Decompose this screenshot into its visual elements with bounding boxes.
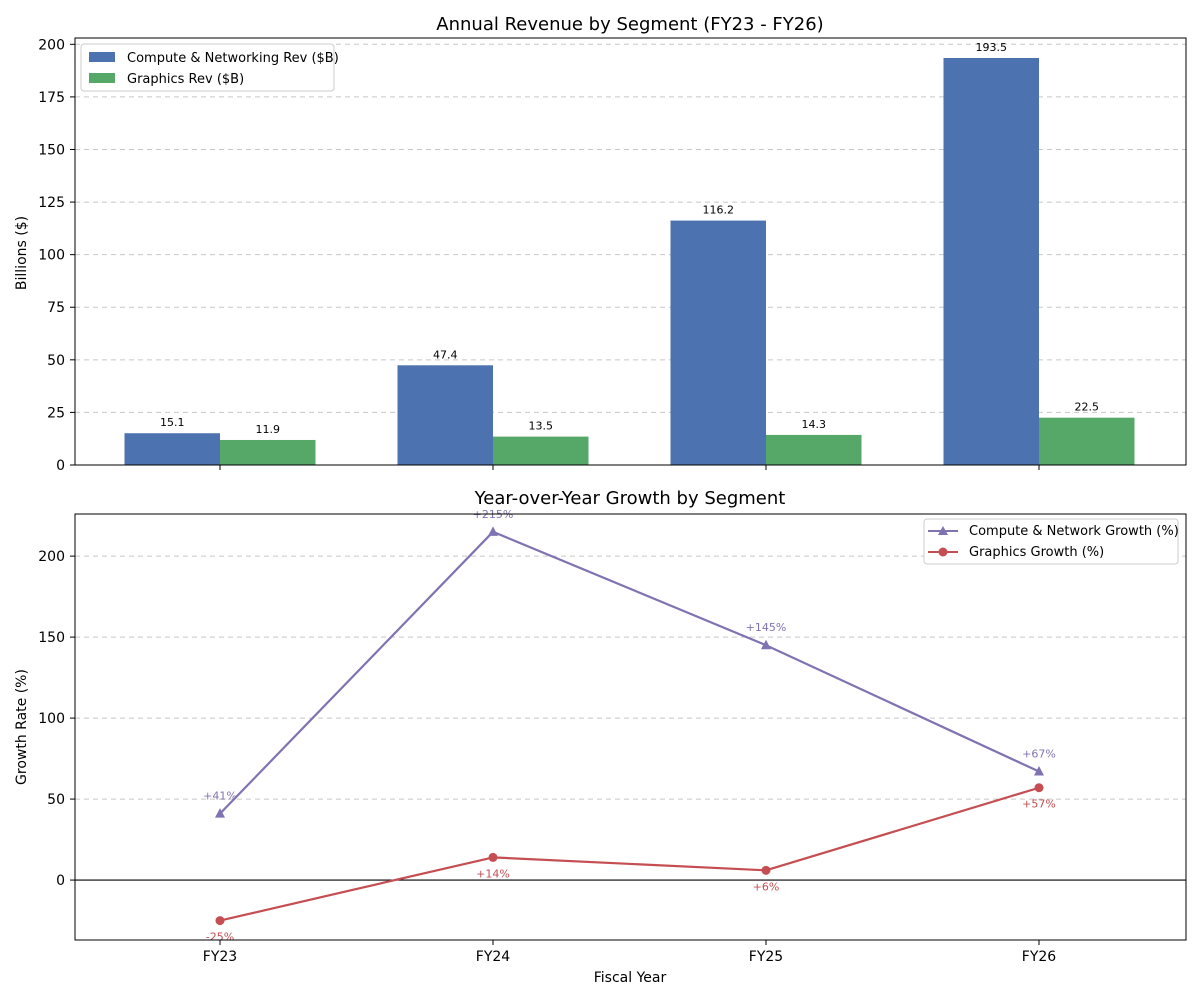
legend-marker-graphics-growth xyxy=(938,547,948,557)
growth-legend: Compute & Network Growth (%) Graphics Gr… xyxy=(923,518,1179,565)
legend-swatch-graphics xyxy=(89,73,115,83)
marker-graphics-growth xyxy=(488,852,498,862)
growth-x-axis-label: Fiscal Year xyxy=(594,970,667,986)
bar-compute-fy25 xyxy=(670,220,766,465)
y-tick-label: 75 xyxy=(47,300,65,316)
bar-value-label: 116.2 xyxy=(703,204,735,217)
bar-compute-fy24 xyxy=(397,365,493,465)
y-tick-label: 0 xyxy=(56,458,65,474)
line-compute-growth xyxy=(219,530,1040,815)
revenue-y-axis-label: Billions ($) xyxy=(14,216,30,290)
bar-value-label: 11.9 xyxy=(256,423,281,436)
bar-graphics-fy24 xyxy=(493,436,589,465)
y-tick-label: 25 xyxy=(47,405,65,421)
y-tick-label: 100 xyxy=(38,248,65,264)
growth-chart: Year-over-Year Growth by Segment Growth … xyxy=(14,488,1187,986)
x-tick-label: FY26 xyxy=(1022,949,1057,965)
marker-compute-growth xyxy=(761,639,771,650)
bar-value-label: 47.4 xyxy=(433,348,458,361)
bar-compute-fy23 xyxy=(124,433,220,465)
legend-marker-compute-growth xyxy=(938,526,948,535)
y-tick-label: 200 xyxy=(38,37,65,53)
point-value-label: +6% xyxy=(753,880,780,893)
y-tick-label: 175 xyxy=(38,90,65,106)
bar-graphics-fy25 xyxy=(766,434,862,465)
point-value-label: +41% xyxy=(203,790,237,803)
growth-plot-frame xyxy=(74,513,1187,941)
x-tick-label: FY25 xyxy=(749,949,783,965)
bar-value-label: 22.5 xyxy=(1075,401,1100,414)
bar-value-label: 13.5 xyxy=(529,420,554,433)
bar-value-label: 193.5 xyxy=(976,41,1008,54)
revenue-bars xyxy=(124,57,1135,465)
legend-swatch-compute xyxy=(89,52,115,62)
legend-label-graphics: Graphics Rev ($B) xyxy=(127,72,244,87)
point-value-label: +67% xyxy=(1022,748,1056,761)
y-tick-label: 100 xyxy=(38,711,65,727)
marker-compute-growth xyxy=(488,526,498,536)
revenue-plot-frame xyxy=(74,37,1187,466)
x-tick-label: FY23 xyxy=(203,949,237,965)
marker-graphics-growth xyxy=(215,916,225,926)
bar-value-label: 14.3 xyxy=(802,418,827,431)
bar-graphics-fy26 xyxy=(1039,417,1135,465)
point-value-label: +57% xyxy=(1022,798,1056,811)
point-value-label: +14% xyxy=(476,867,510,880)
legend-label-graphics-growth: Graphics Growth (%) xyxy=(969,545,1104,560)
growth-y-ticks: 0 50 100 150 200 xyxy=(38,549,75,889)
marker-compute-growth xyxy=(1034,766,1044,776)
y-tick-label: 50 xyxy=(47,353,65,369)
growth-chart-title: Year-over-Year Growth by Segment xyxy=(474,488,786,509)
marker-graphics-growth xyxy=(1034,783,1044,793)
revenue-y-ticks: 0 25 50 75 100 125 150 175 200 xyxy=(38,37,75,474)
revenue-bar-labels: 15.1 47.4 116.2 193.5 11.9 13.5 14.3 22.5 xyxy=(160,41,1099,436)
y-tick-label: 150 xyxy=(38,142,65,158)
growth-y-axis-label: Growth Rate (%) xyxy=(14,669,30,785)
growth-markers xyxy=(215,526,1044,926)
y-tick-label: 0 xyxy=(56,873,65,889)
marker-graphics-growth xyxy=(761,865,771,875)
line-graphics-growth xyxy=(219,786,1040,922)
bar-value-label: 15.1 xyxy=(160,416,185,429)
y-tick-label: 200 xyxy=(38,549,65,565)
y-tick-label: 150 xyxy=(38,630,65,646)
y-tick-label: 125 xyxy=(38,195,65,211)
legend-label-compute: Compute & Networking Rev ($B) xyxy=(127,51,339,66)
revenue-x-ticks xyxy=(219,465,1040,470)
bar-compute-fy26 xyxy=(943,57,1039,465)
point-value-label: +145% xyxy=(746,621,787,634)
x-tick-label: FY24 xyxy=(476,949,511,965)
growth-legend-box xyxy=(923,518,1179,565)
legend-label-compute-growth: Compute & Network Growth (%) xyxy=(969,524,1179,539)
growth-x-ticks: FY23 FY24 FY25 FY26 xyxy=(203,940,1057,965)
revenue-chart-title: Annual Revenue by Segment (FY23 - FY26) xyxy=(436,14,823,35)
marker-compute-growth xyxy=(215,808,225,818)
growth-point-labels: +41%+215%+145%+67%-25%+14%+6%+57% xyxy=(203,508,1056,944)
bar-graphics-fy23 xyxy=(220,439,316,465)
y-tick-label: 50 xyxy=(47,792,65,808)
growth-lines xyxy=(219,530,1040,922)
revenue-chart: Annual Revenue by Segment (FY23 - FY26) … xyxy=(14,14,1187,474)
revenue-legend-box xyxy=(80,43,335,92)
revenue-legend: Compute & Networking Rev ($B) Graphics R… xyxy=(80,43,339,92)
